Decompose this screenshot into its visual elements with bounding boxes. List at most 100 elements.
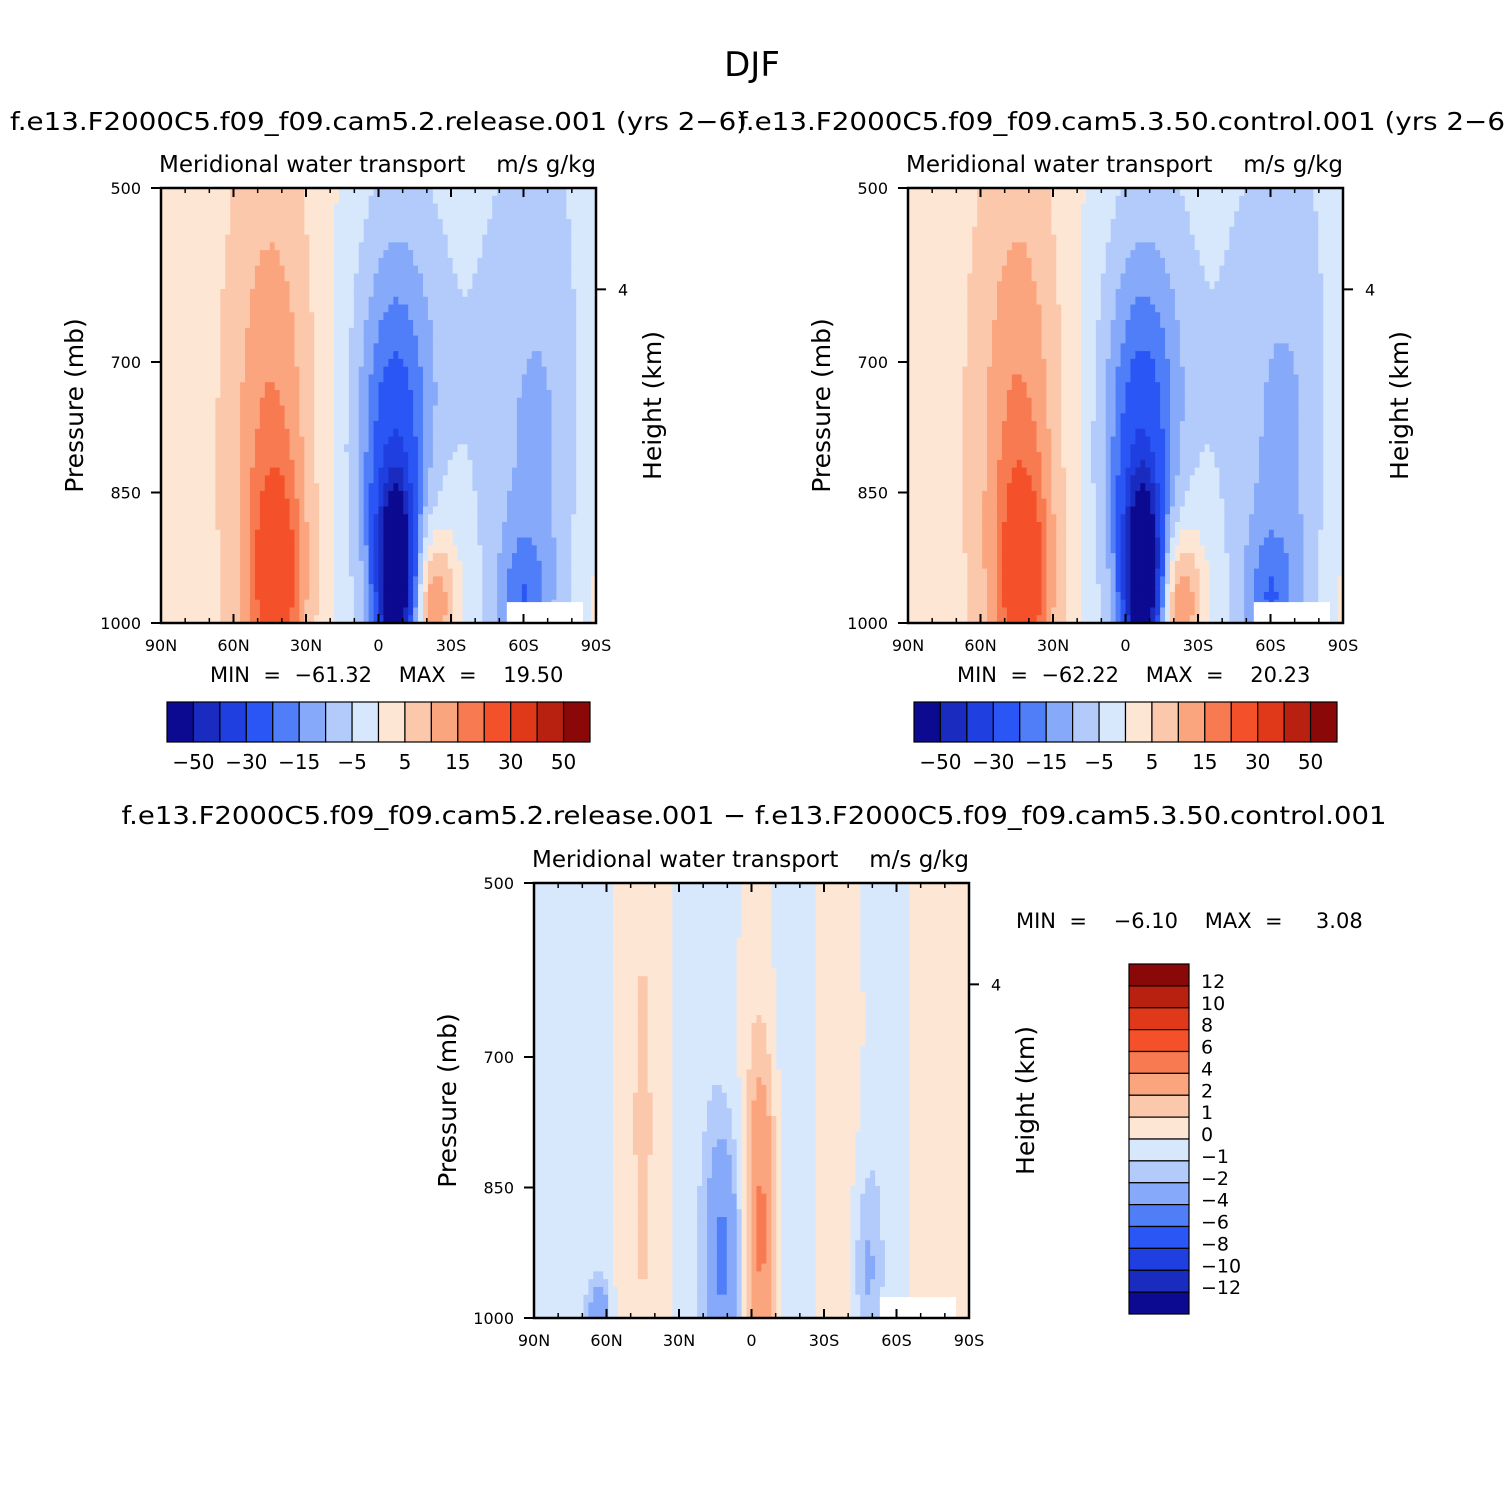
heatmap-cell bbox=[368, 296, 375, 306]
heatmap-cell bbox=[586, 444, 592, 453]
heatmap-cell bbox=[452, 296, 459, 306]
heatmap-cell bbox=[591, 506, 597, 515]
heatmap-cell bbox=[502, 428, 508, 438]
heatmap-cell bbox=[581, 288, 587, 298]
heatmap-cell bbox=[338, 490, 345, 500]
heatmap-cell bbox=[230, 553, 236, 562]
heatmap-cell bbox=[472, 273, 478, 282]
heatmap-cell bbox=[591, 615, 597, 624]
heatmap-cell bbox=[378, 514, 385, 523]
heatmap-cell bbox=[299, 475, 305, 484]
heatmap-cell bbox=[343, 545, 350, 554]
heatmap-cell bbox=[586, 351, 592, 360]
heatmap-cell bbox=[289, 615, 296, 624]
heatmap-cell bbox=[507, 514, 513, 523]
heatmap-cell bbox=[393, 568, 399, 577]
heatmap-cell bbox=[502, 436, 508, 445]
heatmap-cell bbox=[215, 591, 221, 601]
heatmap-cell bbox=[388, 312, 394, 321]
heatmap-cell bbox=[319, 288, 325, 298]
heatmap-cell bbox=[195, 351, 202, 360]
heatmap-cell bbox=[358, 576, 365, 585]
heatmap-cell bbox=[220, 188, 226, 197]
heatmap-cell bbox=[418, 343, 424, 352]
heatmap-cell bbox=[190, 304, 197, 313]
heatmap-cell bbox=[383, 405, 389, 414]
heatmap-cell bbox=[175, 351, 182, 360]
heatmap-cell bbox=[190, 475, 197, 484]
heatmap-cell bbox=[566, 428, 572, 438]
heatmap-cell bbox=[161, 304, 167, 313]
heatmap-cell bbox=[185, 374, 192, 383]
heatmap-cell bbox=[363, 265, 370, 275]
heatmap-cell bbox=[581, 568, 587, 577]
heatmap-cell bbox=[507, 545, 513, 554]
heatmap-cell bbox=[521, 467, 528, 477]
heatmap-cell bbox=[576, 188, 582, 197]
heatmap-cell bbox=[393, 459, 399, 469]
heatmap-cell bbox=[521, 529, 528, 539]
heatmap-cell bbox=[576, 351, 582, 360]
heatmap-cell bbox=[220, 265, 226, 275]
heatmap-cell bbox=[195, 428, 202, 438]
heatmap-cell bbox=[269, 483, 276, 492]
heatmap-cell bbox=[299, 506, 305, 515]
heatmap-cell bbox=[457, 483, 464, 492]
heatmap-cell bbox=[507, 405, 513, 414]
heatmap-cell bbox=[215, 382, 221, 391]
heatmap-cell bbox=[334, 522, 340, 531]
heatmap-cell bbox=[492, 615, 498, 624]
heatmap-cell bbox=[393, 226, 399, 236]
heatmap-cell bbox=[398, 545, 404, 554]
heatmap-cell bbox=[437, 584, 444, 593]
heatmap-cell bbox=[343, 203, 350, 212]
heatmap-cell bbox=[388, 537, 394, 546]
heatmap-cell bbox=[200, 506, 207, 515]
heatmap-cell bbox=[235, 273, 241, 282]
heatmap-cell bbox=[566, 568, 572, 577]
heatmap-cell bbox=[338, 452, 345, 461]
heatmap-cell bbox=[472, 537, 478, 546]
heatmap-cell bbox=[378, 498, 385, 508]
heatmap-cell bbox=[432, 545, 439, 554]
heatmap-cell bbox=[161, 219, 167, 228]
heatmap-cell bbox=[403, 366, 409, 376]
heatmap-cell bbox=[329, 296, 335, 306]
heatmap-cell bbox=[180, 490, 187, 500]
heatmap-cell bbox=[175, 428, 182, 438]
heatmap-cell bbox=[378, 568, 385, 577]
heatmap-cell bbox=[546, 188, 553, 197]
heatmap-cell bbox=[408, 467, 414, 477]
heatmap-cell bbox=[245, 281, 251, 290]
heatmap-cell bbox=[180, 234, 187, 243]
heatmap-cell bbox=[220, 343, 226, 352]
heatmap-cell bbox=[571, 265, 577, 275]
heatmap-cell bbox=[462, 397, 469, 407]
heatmap-cell bbox=[240, 250, 246, 259]
heatmap-cell bbox=[309, 195, 315, 205]
heatmap-cell bbox=[591, 250, 597, 259]
heatmap-cell bbox=[284, 615, 291, 624]
heatmap-cell bbox=[175, 405, 182, 414]
heatmap-cell bbox=[551, 514, 558, 523]
heatmap-cell bbox=[225, 320, 231, 329]
heatmap-cell bbox=[304, 467, 310, 477]
heatmap-cell bbox=[274, 498, 281, 508]
heatmap-cell bbox=[289, 366, 296, 376]
heatmap-cell bbox=[536, 320, 543, 329]
heatmap-cell bbox=[294, 273, 301, 282]
heatmap-cell bbox=[185, 545, 192, 554]
heatmap-cell bbox=[571, 529, 577, 539]
heatmap-cell bbox=[274, 397, 281, 407]
heatmap-cell bbox=[383, 459, 389, 469]
heatmap-cell bbox=[467, 327, 474, 337]
heatmap-cell bbox=[531, 242, 538, 251]
heatmap-cell bbox=[378, 312, 385, 321]
heatmap-cell bbox=[220, 576, 226, 585]
heatmap-cell bbox=[581, 576, 587, 585]
heatmap-cell bbox=[299, 335, 305, 344]
heatmap-cell bbox=[507, 498, 513, 508]
heatmap-cell bbox=[393, 351, 399, 360]
heatmap-cell bbox=[190, 382, 197, 391]
heatmap-cell bbox=[264, 522, 271, 531]
